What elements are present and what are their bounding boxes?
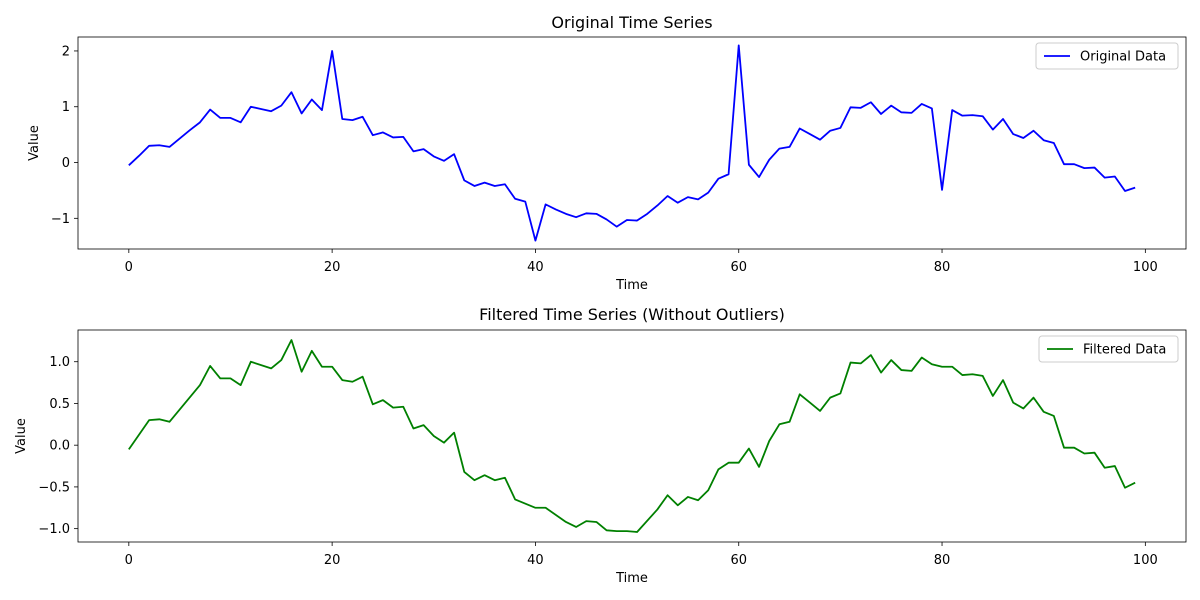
x-tick-label: 100 bbox=[1133, 553, 1158, 568]
chart-original-time-series: 0 20 40 60 80 100 −1 0 1 2 Original Time Series Tim… bbox=[27, 13, 1187, 293]
series-line-0 bbox=[128, 339, 1136, 533]
chart-filtered-time-series: 0 20 40 60 80 100 −1.0 −0.5 0.0 0.5 1.0 Filtered Ti… bbox=[14, 305, 1187, 586]
y-axis-label: Value bbox=[27, 125, 42, 161]
y-tick-label: 0.5 bbox=[49, 397, 70, 412]
x-tick-label: 100 bbox=[1133, 260, 1158, 275]
y-axis-label: Value bbox=[14, 418, 29, 454]
y-tick-label: −1.0 bbox=[38, 522, 70, 537]
x-tick-label: 80 bbox=[934, 553, 951, 568]
chart-title: Original Time Series bbox=[551, 13, 712, 32]
legend-box bbox=[1035, 42, 1179, 70]
y-tick-label: 1 bbox=[62, 100, 70, 115]
x-tick-label: 40 bbox=[527, 553, 544, 568]
x-tick-label: 20 bbox=[324, 553, 341, 568]
legend: Original Data bbox=[1035, 42, 1179, 70]
legend: Filtered Data bbox=[1038, 335, 1179, 363]
x-tick-label: 60 bbox=[730, 553, 747, 568]
x-tick-label: 0 bbox=[125, 260, 133, 275]
y-tick-label: 0 bbox=[62, 156, 70, 171]
y-tick-label: 0.0 bbox=[49, 439, 70, 454]
legend-label: Original Data bbox=[1080, 50, 1166, 65]
x-axis-label: Time bbox=[615, 571, 648, 586]
x-tick-label: 20 bbox=[324, 260, 341, 275]
chart-title: Filtered Time Series (Without Outliers) bbox=[479, 305, 785, 324]
legend-label: Filtered Data bbox=[1083, 343, 1166, 358]
x-tick-label: 0 bbox=[125, 553, 133, 568]
x-tick-label: 40 bbox=[527, 260, 544, 275]
plot-frame bbox=[77, 36, 1187, 250]
x-tick-label: 80 bbox=[934, 260, 951, 275]
x-axis-label: Time bbox=[615, 278, 648, 293]
y-tick-label: −0.5 bbox=[38, 480, 70, 495]
y-tick-label: 2 bbox=[62, 44, 70, 59]
y-tick-label: −1 bbox=[51, 212, 70, 227]
y-tick-label: 1.0 bbox=[49, 355, 70, 370]
legend-box bbox=[1038, 335, 1179, 363]
series-line-0 bbox=[128, 44, 1136, 242]
plot-frame bbox=[77, 329, 1187, 543]
x-tick-label: 60 bbox=[730, 260, 747, 275]
